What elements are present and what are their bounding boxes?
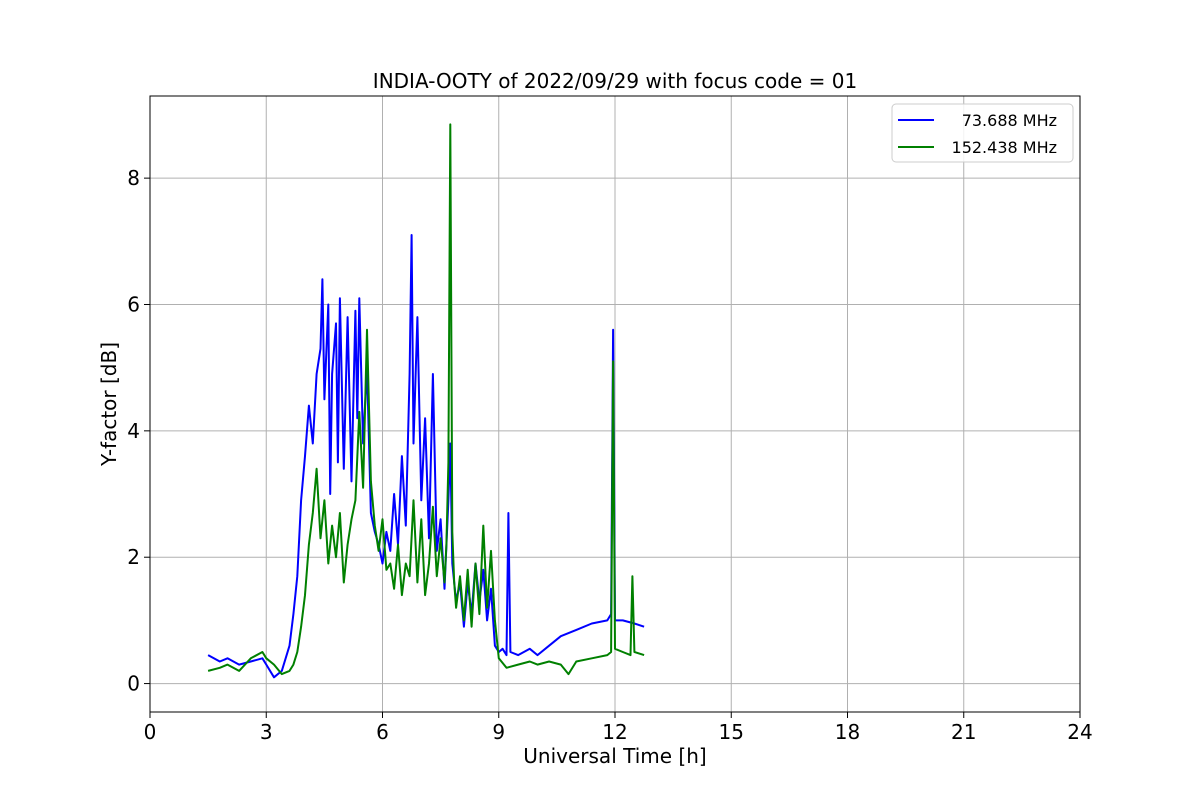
x-tick-label: 0 (144, 720, 157, 744)
series-line-0 (207, 234, 645, 679)
legend-label: 73.688 MHz (962, 111, 1057, 130)
x-tick-label: 6 (376, 720, 389, 744)
series-layer (207, 123, 645, 679)
legend: 73.688 MHz 152.438 MHz (891, 103, 1074, 163)
x-tick-label: 18 (835, 720, 860, 744)
x-tick-label: 21 (951, 720, 976, 744)
x-tick-label: 15 (719, 720, 744, 744)
y-tick-label: 6 (127, 292, 140, 316)
y-tick-label: 0 (127, 672, 140, 696)
legend-label: 152.438 MHz (952, 138, 1057, 157)
grid-layer (149, 96, 1081, 712)
x-tick-label: 12 (602, 720, 627, 744)
x-tick-label: 9 (492, 720, 505, 744)
chart-title: INDIA-OOTY of 2022/09/29 with focus code… (373, 69, 857, 93)
y-tick-label: 4 (127, 419, 140, 443)
legend-frame (891, 103, 1074, 163)
y-tick-label: 8 (127, 166, 140, 190)
x-tick-label: 24 (1067, 720, 1092, 744)
x-axis-label: Universal Time [h] (523, 744, 706, 768)
series-line-1 (207, 123, 645, 676)
y-tick-label: 2 (127, 545, 140, 569)
x-tick-label: 3 (260, 720, 273, 744)
y-axis-label: Y-factor [dB] (97, 342, 121, 467)
